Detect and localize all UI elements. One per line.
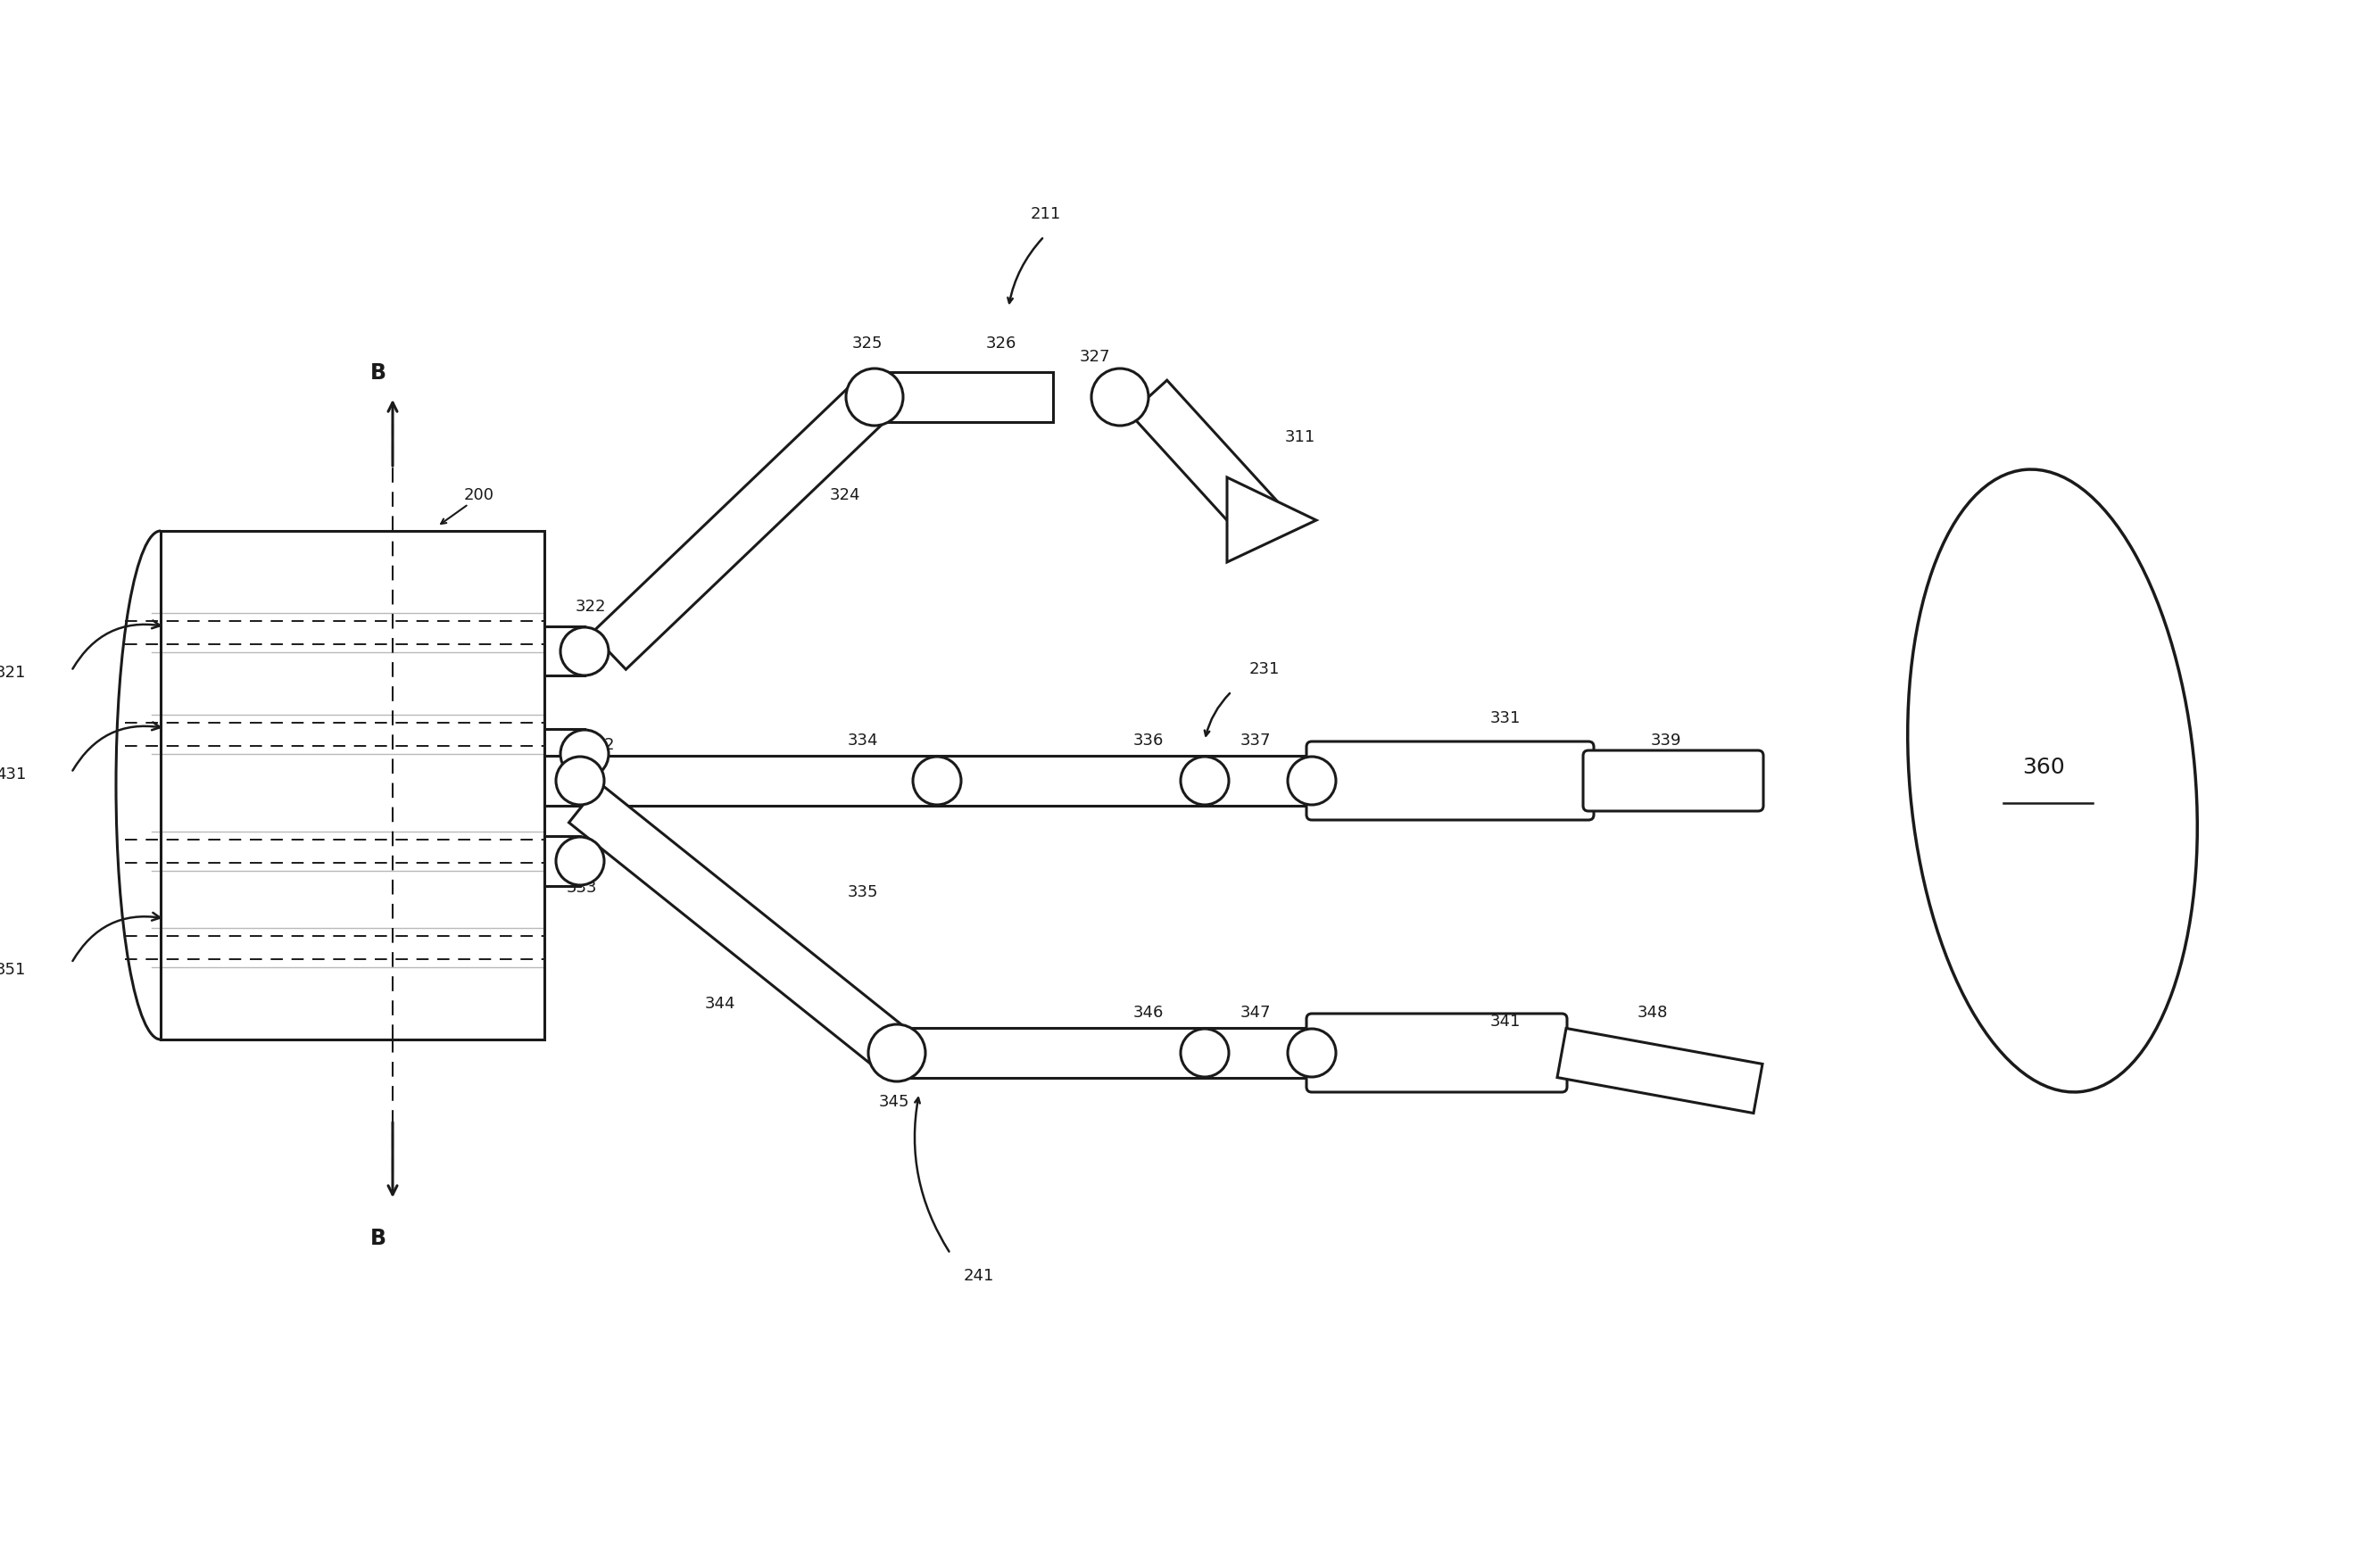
Circle shape xyxy=(1180,1029,1228,1077)
Text: 324: 324 xyxy=(831,487,862,503)
Text: 333: 333 xyxy=(566,880,597,895)
Circle shape xyxy=(559,627,609,676)
Text: 360: 360 xyxy=(2023,757,2066,778)
FancyBboxPatch shape xyxy=(1307,1014,1566,1091)
Text: 332: 332 xyxy=(585,736,616,754)
Bar xyxy=(159,531,545,1040)
Circle shape xyxy=(557,838,605,884)
FancyBboxPatch shape xyxy=(1583,750,1764,811)
Circle shape xyxy=(557,757,605,805)
Text: 231: 231 xyxy=(1250,662,1280,677)
Circle shape xyxy=(1288,1029,1335,1077)
Text: 322: 322 xyxy=(576,599,607,615)
Text: 325: 325 xyxy=(852,335,883,352)
Bar xyxy=(1204,755,1311,805)
FancyBboxPatch shape xyxy=(1307,741,1595,821)
Circle shape xyxy=(1180,757,1228,805)
Text: 351: 351 xyxy=(0,962,26,978)
Polygon shape xyxy=(590,378,892,670)
Text: 311: 311 xyxy=(1285,430,1316,445)
Circle shape xyxy=(1092,369,1150,425)
Polygon shape xyxy=(1228,478,1316,562)
Bar xyxy=(545,627,585,676)
Polygon shape xyxy=(569,783,912,1073)
Text: 336: 336 xyxy=(1133,732,1164,749)
Polygon shape xyxy=(1130,380,1276,534)
Ellipse shape xyxy=(1909,469,2197,1091)
Bar xyxy=(545,755,581,805)
Bar xyxy=(873,372,1052,422)
Text: 346: 346 xyxy=(1133,1004,1164,1021)
Bar xyxy=(1204,1028,1311,1077)
Text: B: B xyxy=(371,363,386,383)
Text: 337: 337 xyxy=(1240,732,1271,749)
Polygon shape xyxy=(1557,1028,1764,1113)
Text: 339: 339 xyxy=(1652,732,1683,749)
Circle shape xyxy=(914,757,962,805)
Text: 331: 331 xyxy=(1490,710,1521,726)
Circle shape xyxy=(559,730,609,778)
Bar xyxy=(585,755,938,805)
Text: 335: 335 xyxy=(847,884,878,900)
Circle shape xyxy=(869,1025,926,1082)
Circle shape xyxy=(845,369,902,425)
Text: 321: 321 xyxy=(0,665,26,680)
Text: 241: 241 xyxy=(964,1267,995,1285)
Text: 345: 345 xyxy=(878,1095,909,1110)
Text: 211: 211 xyxy=(1031,206,1061,223)
Bar xyxy=(897,1028,1204,1077)
Text: 323: 323 xyxy=(566,777,597,793)
Text: 348: 348 xyxy=(1637,1004,1668,1021)
Text: 347: 347 xyxy=(1240,1004,1271,1021)
Text: 344: 344 xyxy=(704,996,735,1012)
Text: 341: 341 xyxy=(1490,1014,1521,1029)
Text: 334: 334 xyxy=(847,732,878,749)
Text: 326: 326 xyxy=(985,335,1016,352)
Text: 327: 327 xyxy=(1081,349,1111,364)
Text: 431: 431 xyxy=(0,766,26,783)
Text: 200: 200 xyxy=(464,487,495,503)
Text: B: B xyxy=(371,1228,386,1249)
Bar xyxy=(545,729,585,778)
Bar xyxy=(545,836,581,886)
Bar xyxy=(938,755,1204,805)
Circle shape xyxy=(1288,757,1335,805)
